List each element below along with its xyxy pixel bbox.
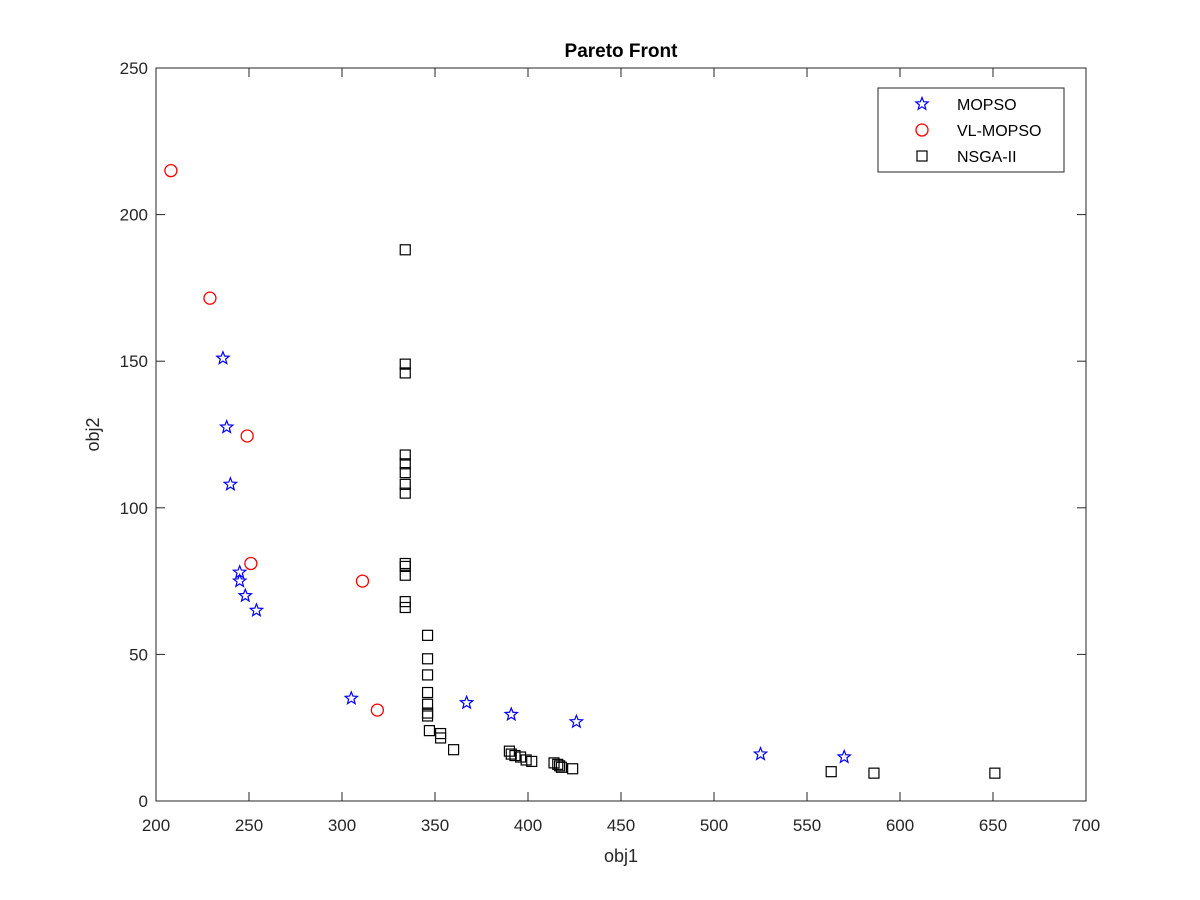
data-point [399,487,411,499]
data-point [568,713,585,729]
legend-box [877,87,1065,173]
x-tick-label: 650 [979,816,1007,835]
data-point [399,557,411,570]
data-point [421,686,434,699]
data-point [434,727,447,740]
x-tick-label: 550 [793,816,821,835]
x-tick-label: 250 [235,816,263,835]
plot-area-frame [155,67,1087,802]
series-nsga-ii [399,244,1001,779]
axis-ticks [155,67,1087,802]
y-tick-label: 50 [129,645,148,664]
data-point [240,429,254,443]
data-point [399,458,411,470]
y-tick-label: 150 [120,352,148,371]
data-point [421,629,434,641]
data-point [399,244,411,256]
y-tick-label: 0 [139,792,148,811]
data-point [399,449,411,461]
x-tick-label: 600 [886,816,914,835]
data-point [399,367,411,379]
data-point [355,574,370,588]
legend-marker [916,150,928,162]
data-point [458,694,475,710]
data-point [164,163,178,178]
data-point [222,476,239,491]
data-point [421,669,434,681]
legend-label: VL-MOPSO [957,123,1041,140]
data-point [448,744,460,756]
data-point [554,760,566,772]
data-point [399,478,411,490]
data-point [370,703,384,717]
data-point [552,758,564,770]
y-axis-label: obj2 [83,417,103,451]
data-point [237,587,254,603]
data-point [836,748,852,764]
x-tick-label: 700 [1072,816,1100,835]
x-tick-label: 500 [700,816,728,835]
data-point [215,350,231,365]
data-point [218,419,235,434]
data-point [399,358,411,370]
data-point [434,732,447,744]
y-tick-label: 200 [120,206,148,225]
chart-title: Pareto Front [565,41,679,62]
y-tick-label: 250 [120,59,148,78]
legend: MOPSO VL-MOPSO NSGA-II [877,87,1065,173]
series-mopso [215,350,852,764]
data-point [231,572,248,588]
axis-tick-labels: 200 250 300 350 400 450 500 550 600 650 700 0 50 100 1… [120,59,1101,835]
data-point [505,748,517,760]
legend-marker [915,123,929,137]
data-point [343,690,360,705]
x-tick-label: 450 [607,816,635,835]
data-point [526,755,538,768]
x-tick-label: 300 [328,816,356,835]
x-axis-label: obj1 [604,846,638,866]
legend-label: MOPSO [957,97,1017,114]
x-tick-label: 350 [421,816,449,835]
data-point [203,291,217,305]
data-point [421,653,434,665]
data-point [399,601,411,614]
y-tick-label: 100 [120,499,148,518]
data-point [752,745,769,761]
data-point [555,761,568,773]
data-point [421,698,434,710]
x-tick-label: 400 [514,816,542,835]
series-vl-mopso [164,163,384,717]
data-point [421,710,434,722]
data-point [567,763,579,775]
data-point [825,766,837,778]
data-points [164,163,1001,779]
data-point [399,596,411,608]
data-point [399,467,411,479]
legend-marker [914,95,930,111]
data-point [868,767,880,779]
data-point [248,602,265,618]
data-point [423,725,436,737]
x-tick-label: 200 [142,816,170,835]
data-point [399,560,411,573]
data-point [399,569,411,581]
data-point [503,706,520,722]
data-point [989,767,1001,779]
data-point [244,556,258,571]
legend-label: NSGA-II [957,149,1017,166]
